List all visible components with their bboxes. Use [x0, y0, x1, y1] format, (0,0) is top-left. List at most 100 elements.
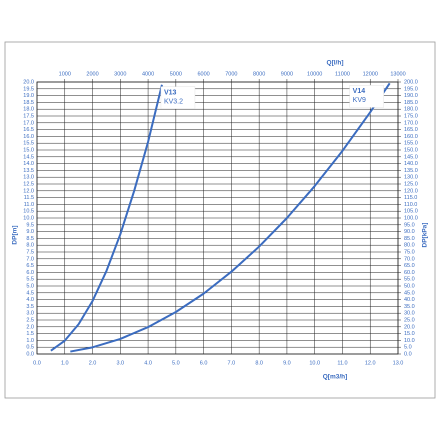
x2-tick-label: 4000 [142, 71, 154, 77]
x2-tick-label: 6000 [197, 71, 209, 77]
x-tick-label: 13.0 [393, 360, 404, 366]
y-tick-label: 8.0 [26, 243, 34, 249]
y2-tick-label: 145.0 [404, 154, 418, 160]
y-tick-label: 5.5 [26, 277, 34, 283]
y2-tick-label: 70.0 [404, 256, 415, 262]
x-tick-label: 4.0 [144, 360, 152, 366]
y2-tick-label: 185.0 [404, 100, 418, 106]
label-box [160, 86, 196, 109]
x-tick-label: 2.0 [89, 360, 97, 366]
y2-tick-label: 75.0 [404, 249, 415, 255]
y2-tick-label: 35.0 [404, 304, 415, 310]
x2-tick-label: 13000 [390, 71, 405, 77]
y2-tick-label: 25.0 [404, 317, 415, 323]
y2-axis-title: DP[kPa] [422, 223, 429, 248]
frame [4, 41, 436, 399]
y2-tick-label: 160.0 [404, 134, 418, 140]
series-sublabel: KV9 [353, 97, 366, 104]
y-tick-label: 12.5 [23, 181, 34, 187]
y-tick-label: 15.5 [23, 141, 34, 147]
label-box [349, 85, 384, 108]
y-tick-label: 6.5 [26, 263, 34, 269]
y-tick-label: 3.5 [26, 304, 34, 310]
y2-tick-label: 195.0 [404, 86, 418, 92]
y2-tick-label: 180.0 [404, 107, 418, 113]
y2-tick-label: 135.0 [404, 168, 418, 174]
y-tick-label: 17.5 [23, 113, 34, 119]
y-tick-label: 1.5 [26, 331, 34, 337]
y2-tick-label: 175.0 [404, 113, 418, 119]
x2-tick-label: 10000 [307, 71, 322, 77]
series-label: V13 [164, 90, 177, 97]
y-tick-label: 9.0 [26, 229, 34, 235]
y2-tick-label: 65.0 [404, 263, 415, 269]
y-tick-label: 2.5 [26, 317, 34, 323]
y-tick-label: 17.0 [23, 120, 34, 126]
y2-tick-label: 170.0 [404, 120, 418, 126]
x-tick-label: 7.0 [228, 360, 236, 366]
y-tick-label: 13.0 [23, 175, 34, 181]
x2-tick-label: 11000 [335, 71, 350, 77]
x-tick-label: 10.0 [309, 360, 320, 366]
y-tick-label: 20.0 [23, 79, 34, 85]
x-tick-label: 3.0 [116, 360, 124, 366]
x2-axis-title: Q[l/h] [327, 60, 344, 67]
y2-tick-label: 125.0 [404, 181, 418, 187]
curve [50, 84, 163, 352]
x2-tick-label: 3000 [114, 71, 126, 77]
y2-tick-label: 200.0 [404, 79, 418, 85]
y2-tick-label: 85.0 [404, 236, 415, 242]
y-tick-label: 8.5 [26, 236, 34, 242]
y2-tick-label: 80.0 [404, 243, 415, 249]
y2-tick-label: 115.0 [404, 195, 417, 201]
y-tick-label: 3.0 [26, 311, 34, 317]
x-tick-label: 5.0 [172, 360, 180, 366]
y2-tick-label: 50.0 [404, 283, 415, 289]
y2-tick-label: 55.0 [404, 277, 415, 283]
y2-tick-label: 15.0 [404, 331, 415, 337]
x2-tick-label: 2000 [86, 71, 98, 77]
y2-tick-label: 30.0 [404, 311, 415, 317]
y-tick-label: 18.5 [23, 100, 34, 106]
y2-tick-label: 95.0 [404, 222, 415, 228]
y-tick-label: 2.0 [26, 324, 34, 330]
x2-tick-label: 1000 [59, 71, 71, 77]
series-label: V14 [353, 88, 366, 95]
y-tick-label: 10.5 [23, 209, 34, 215]
x-tick-label: 12.0 [365, 360, 376, 366]
y-tick-label: 13.5 [23, 168, 34, 174]
y2-tick-label: 140.0 [404, 161, 418, 167]
y-tick-label: 0.0 [26, 351, 34, 357]
y2-tick-label: 20.0 [404, 324, 415, 330]
x-tick-label: 0.0 [33, 360, 41, 366]
y2-tick-label: 45.0 [404, 290, 415, 296]
y-tick-label: 0.5 [26, 345, 34, 351]
y-tick-label: 5.0 [26, 283, 34, 289]
y-tick-label: 14.0 [23, 161, 34, 167]
y-tick-label: 4.0 [26, 297, 34, 303]
curve [70, 82, 391, 353]
x2-tick-label: 12000 [363, 71, 378, 77]
y-tick-label: 6.0 [26, 270, 34, 276]
y-tick-label: 12.0 [23, 188, 34, 194]
x-tick-label: 8.0 [255, 360, 263, 366]
y2-tick-label: 155.0 [404, 141, 418, 147]
x-tick-label: 11.0 [337, 360, 347, 366]
x-axis-title: Q[m3/h] [323, 374, 348, 381]
x-tick-label: 9.0 [283, 360, 291, 366]
y2-tick-label: 5.0 [404, 345, 412, 351]
y-tick-label: 19.5 [23, 86, 34, 92]
y-tick-label: 9.5 [26, 222, 34, 228]
y-tick-label: 4.5 [26, 290, 34, 296]
x2-tick-label: 8000 [253, 71, 265, 77]
y-tick-label: 11.0 [24, 202, 34, 208]
x-tick-label: 1.0 [61, 360, 69, 366]
y-tick-label: 11.5 [24, 195, 34, 201]
y2-tick-label: 120.0 [404, 188, 418, 194]
y-tick-label: 10.0 [23, 215, 34, 221]
y-axis-title: DP[m] [12, 225, 19, 244]
y-tick-label: 14.5 [23, 154, 34, 160]
y-tick-label: 16.5 [23, 127, 34, 133]
y-tick-label: 15.0 [23, 147, 34, 153]
y2-tick-label: 90.0 [404, 229, 415, 235]
